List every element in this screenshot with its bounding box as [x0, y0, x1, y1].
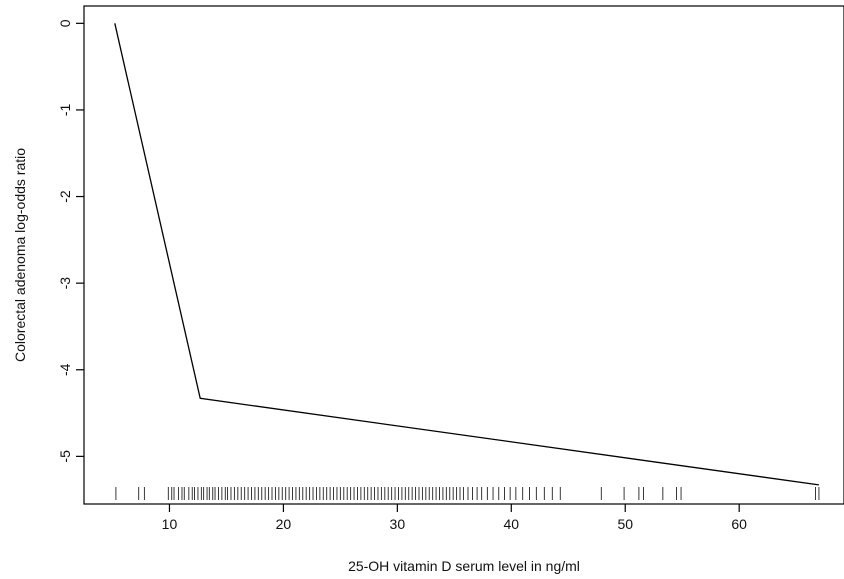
y-tick-label: -3	[57, 277, 73, 290]
x-tick-label: 50	[617, 516, 633, 532]
y-tick-label: -1	[57, 103, 73, 116]
x-axis: 10 20 30 40 50 60	[162, 504, 747, 532]
series-group	[114, 23, 819, 486]
y-tick-label: -4	[57, 363, 73, 376]
y-axis: 0 -1 -2 -3 -4 -5	[57, 19, 84, 463]
x-tick-label: 10	[162, 516, 178, 532]
y-tick-label: -2	[57, 190, 73, 203]
x-axis-title: 25-OH vitamin D serum level in ng/ml	[348, 558, 580, 574]
x-tick-label: 20	[276, 516, 292, 532]
series-line	[114, 23, 819, 486]
y-axis-title: Colorectal adenoma log-odds ratio	[12, 148, 28, 362]
y-tick-label: 0	[57, 19, 73, 27]
x-tick-label: 60	[731, 516, 747, 532]
rug-marks	[115, 487, 820, 500]
x-tick-label: 40	[503, 516, 519, 532]
plot-frame	[83, 5, 844, 505]
x-tick-label: 30	[390, 516, 406, 532]
y-tick-label: -5	[57, 450, 73, 463]
